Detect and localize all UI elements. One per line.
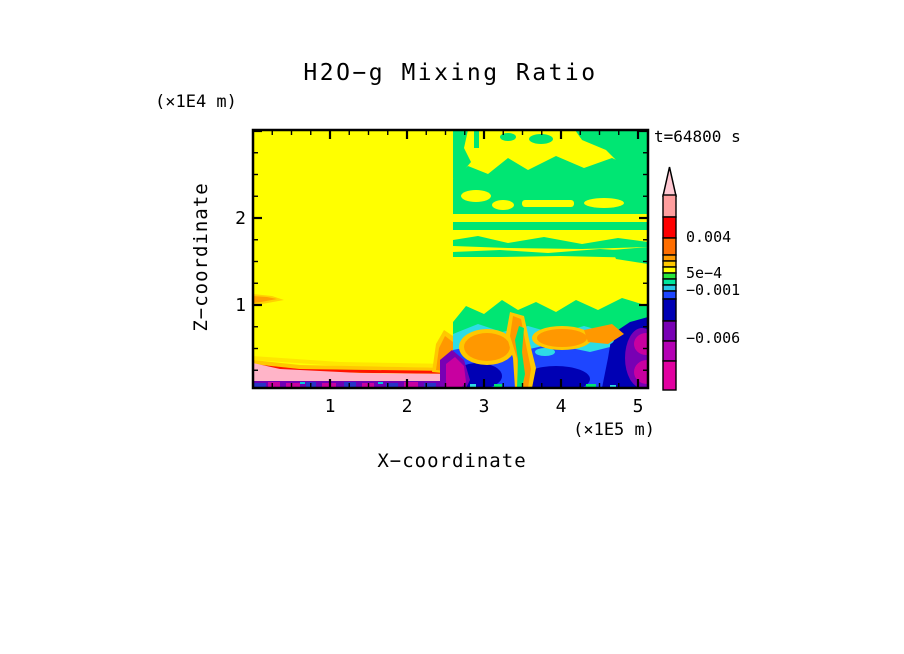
colorbar-segment [662, 284, 677, 292]
plot-region [453, 298, 648, 336]
plot-region [537, 329, 587, 347]
colorbar-arrow [662, 166, 677, 197]
x-tick-label: 2 [402, 396, 413, 417]
colorbar-segment [662, 272, 677, 280]
plot-region [492, 200, 514, 210]
plot-region [453, 249, 648, 258]
plot-region [474, 131, 479, 148]
plot-region [529, 134, 553, 144]
plot-region [253, 360, 453, 371]
colorbar-label: −0.006 [686, 329, 740, 347]
plot-region [268, 382, 280, 387]
plot-border [251, 128, 650, 390]
plot-region [453, 236, 648, 249]
colorbar-segment [662, 237, 677, 256]
plot-region [535, 348, 555, 356]
plot-region [424, 383, 436, 387]
plot-region [584, 198, 624, 208]
y-tick-label: 1 [235, 295, 246, 316]
plot-region [286, 383, 300, 387]
colorbar-segment [662, 360, 677, 391]
colorbar-segment [662, 260, 677, 268]
plot-region [446, 357, 466, 388]
plot-region [453, 130, 471, 179]
colorbar-segment [662, 340, 677, 362]
plot-region [404, 382, 418, 387]
plot-region [612, 247, 648, 264]
colorbar-label: −0.001 [686, 281, 740, 299]
plot-region [453, 214, 648, 223]
plot-title: H2O−g Mixing Ratio [303, 60, 598, 86]
plot-regions-group [253, 130, 648, 388]
plot-region [634, 333, 648, 355]
plot-region [584, 324, 624, 344]
plot-region [494, 384, 502, 388]
x-axis-title: X−coordinate [377, 450, 527, 472]
x-tick-label: 4 [556, 396, 567, 417]
y-axis-title: Z−coordinate [190, 182, 212, 332]
plot-region [253, 296, 277, 303]
plot-region [610, 385, 616, 388]
plot-region [586, 384, 596, 388]
y-tick-label: 2 [235, 208, 246, 229]
plot-region [386, 383, 398, 388]
plot-region [522, 366, 590, 388]
colorbar-segment [662, 254, 677, 262]
plot-region [464, 333, 510, 361]
colorbar-segment [662, 298, 677, 322]
plot-region [500, 133, 516, 141]
plot-region [253, 363, 453, 384]
colorbar-segment [662, 216, 677, 239]
colorbar-segment [662, 290, 677, 300]
plot-region [575, 130, 648, 176]
x-tick-label: 5 [633, 396, 644, 417]
plot-region [253, 383, 266, 388]
plot-region [344, 382, 356, 387]
colorbar-segment [662, 320, 677, 342]
colorbar-segment [662, 278, 677, 286]
plot-region [253, 356, 453, 368]
x-tick-label: 3 [479, 396, 490, 417]
plot-region [461, 190, 491, 202]
plot-region [470, 384, 476, 388]
colorbar-label: 0.004 [686, 228, 731, 246]
colorbar-segment [662, 266, 677, 274]
x-axis-unit: (×1E5 m) [573, 420, 655, 440]
y-axis-unit: (×1E4 m) [155, 92, 237, 112]
plot-region [515, 326, 525, 388]
plot-region [300, 382, 305, 384]
plot-region [378, 382, 383, 384]
plot-region [634, 360, 648, 384]
plot-region [453, 222, 648, 230]
colorbar-segment [662, 194, 677, 218]
colorbar-label: 5e−4 [686, 264, 722, 282]
time-label: t=64800 s [654, 127, 741, 146]
x-tick-label: 1 [325, 396, 336, 417]
plot-region [522, 200, 574, 207]
